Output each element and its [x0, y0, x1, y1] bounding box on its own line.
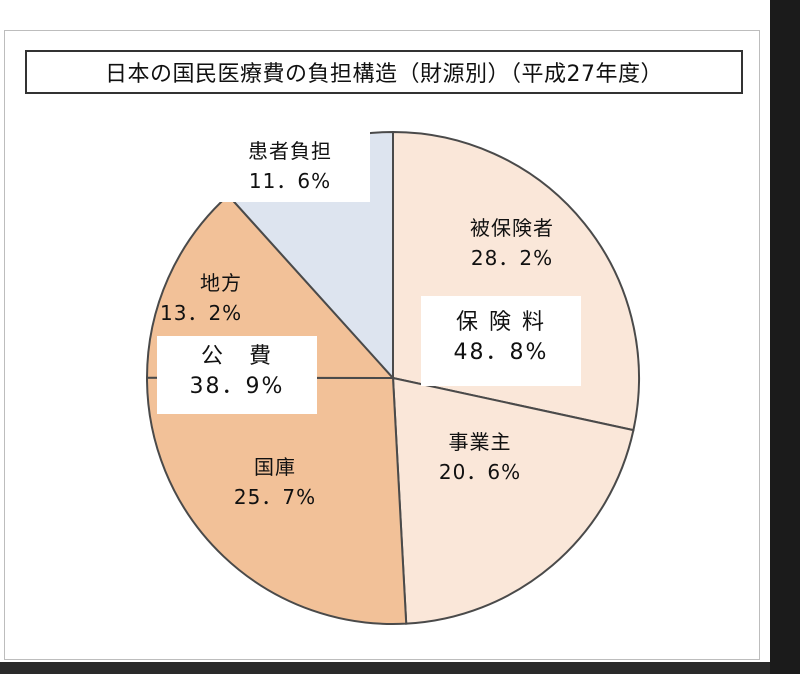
slice-value: 13．2% [160, 301, 243, 325]
group-name: 保 険 料 [456, 310, 546, 335]
slice-label-kanja-futan: 患者負担 11．6% [210, 130, 370, 202]
slice-label-chiho: 地方 13．2% [160, 268, 270, 328]
slice-value: 28．2% [470, 246, 554, 270]
dark-edge-bottom [0, 662, 770, 674]
slice-label-kokko: 国庫 25．7% [215, 452, 335, 512]
slice-name: 国庫 [254, 455, 296, 479]
group-value: 38．9% [189, 374, 285, 399]
group-label-hokenryo: 保 険 料 48．8% [421, 296, 581, 386]
slice-name: 地方 [200, 271, 242, 295]
slice-value: 25．7% [233, 485, 317, 509]
slice-label-jigyonushi: 事業主 20．6% [420, 427, 540, 487]
slice-name: 事業主 [448, 430, 512, 454]
group-name: 公 費 [200, 344, 273, 369]
slice-value: 11．6% [248, 169, 332, 193]
slice-chiho [145, 193, 396, 380]
dark-edge-right [770, 0, 800, 674]
slice-label-hihokensha: 被保険者 28．2% [452, 213, 572, 273]
slice-name: 患者負担 [248, 139, 332, 163]
slice-jigyonushi [391, 376, 635, 625]
chart-title: 日本の国民医療費の負担構造（財源別）（平成27年度） [25, 50, 743, 94]
slice-kokko [145, 376, 408, 625]
slice-value: 20．6% [438, 460, 522, 484]
group-value: 48．8% [453, 340, 549, 365]
group-label-kohi: 公 費 38．9% [157, 336, 317, 414]
slice-name: 被保険者 [470, 216, 554, 240]
